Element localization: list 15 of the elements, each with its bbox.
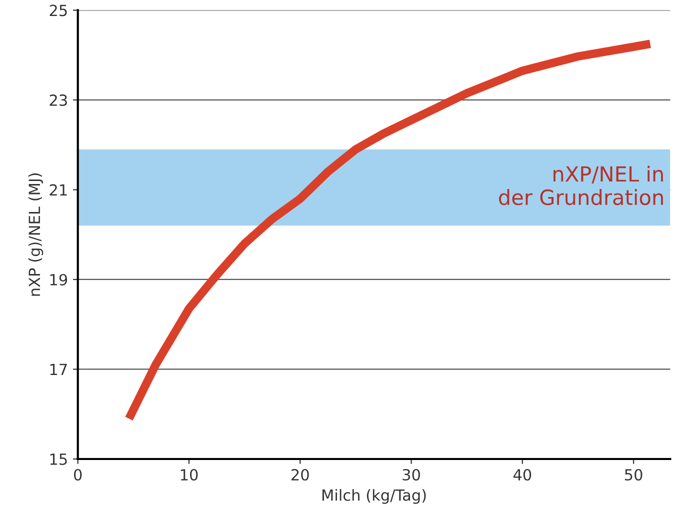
band-label: nXP/NEL in der Grundration — [499, 166, 663, 206]
x-tick-label: 30 — [402, 468, 420, 481]
x-tick-label: 20 — [292, 468, 309, 481]
x-tick-label: 10 — [180, 468, 198, 481]
x-axis-title: Milch (kg/Tag) — [322, 489, 426, 504]
y-tick-label: 23 — [50, 94, 67, 106]
y-tick-label: 19 — [50, 274, 68, 286]
y-axis-title: nXP (g)/NEL (MJ) — [28, 173, 44, 296]
x-tick-label: 50 — [625, 468, 642, 481]
y-tick-label: 21 — [50, 184, 67, 196]
x-tick-label: 40 — [513, 468, 532, 481]
y-tick-label: 17 — [50, 364, 67, 376]
y-tick-label: 15 — [50, 454, 67, 466]
x-tick-label: 0 — [74, 468, 82, 481]
y-tick-label: 25 — [50, 4, 67, 16]
